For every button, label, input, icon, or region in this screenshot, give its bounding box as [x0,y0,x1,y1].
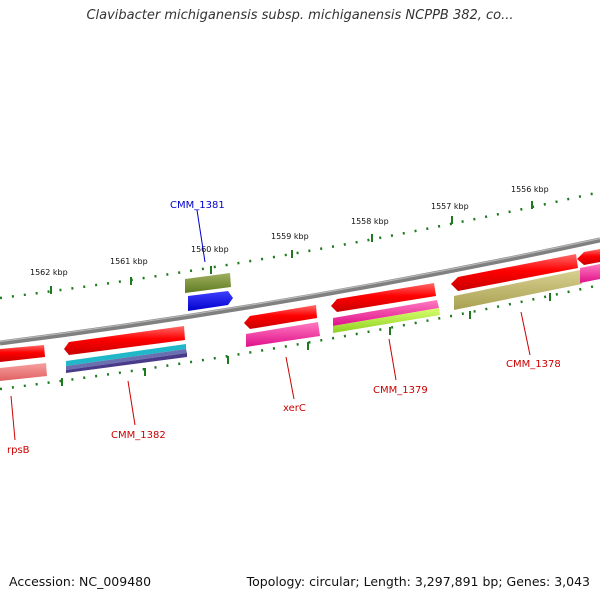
outer-tick-ring [0,190,600,300]
genome-backbone [0,237,600,346]
scale-label-1556: 1556 kbp [511,185,549,194]
accession-text: Accession: NC_009480 [9,574,152,589]
cds-cmm1379 [331,283,440,333]
scale-label-1561: 1561 kbp [110,257,148,266]
outer-major-ticks [50,201,533,294]
gene-label-cmm1382: CMM_1382 [111,430,166,441]
scale-label-1562: 1562 kbp [30,268,68,277]
cds-right-edge [577,249,600,283]
gene-label-cmm1378: CMM_1378 [506,359,561,370]
inner-major-ticks [61,293,551,386]
cds-xerC [244,305,320,347]
gene-label-cmm1379: CMM_1379 [373,385,428,396]
scale-label-1558: 1558 kbp [351,217,389,226]
scale-label-1560: 1560 kbp [191,245,229,254]
scale-label-1559: 1559 kbp [271,232,309,241]
map-title: Clavibacter michiganensis subsp. michiga… [86,8,514,23]
inner-tick-ring [0,283,600,391]
scale-label-1557: 1557 kbp [431,202,469,211]
label-leader-lines [10,209,531,441]
cds-cmm1381 [185,273,233,311]
cds-rpsB [0,345,47,381]
gene-label-cmm1381: CMM_1381 [170,200,225,211]
cds-cmm1382 [64,326,187,373]
gene-label-rpsb: rpsB [7,445,30,456]
genome-summary-text: Topology: circular; Length: 3,297,891 bp… [246,574,590,589]
gene-label-xerc: xerC [283,403,306,414]
cds-cmm1378 [451,254,582,310]
